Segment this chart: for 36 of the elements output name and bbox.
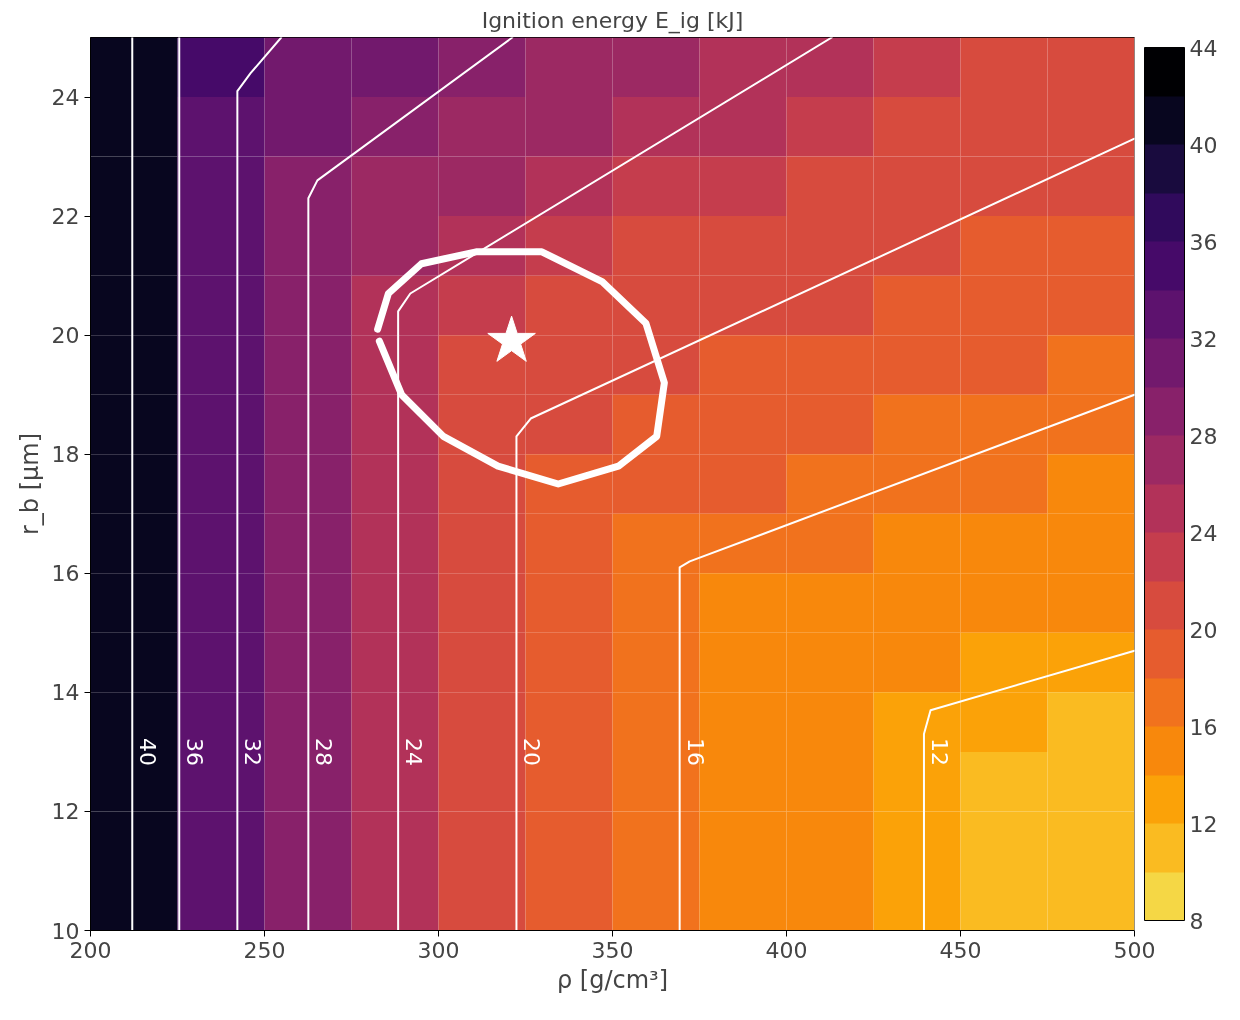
color-bar-label: 36 bbox=[1189, 229, 1218, 255]
color-bar-label: 8 bbox=[1189, 908, 1204, 934]
y-tick-label: 18 bbox=[51, 442, 80, 468]
text: 16 bbox=[682, 737, 708, 766]
text: 24 bbox=[401, 737, 427, 766]
color-bar-label: 12 bbox=[1189, 811, 1218, 837]
text: 28 bbox=[311, 737, 337, 766]
y-tick-label: 12 bbox=[51, 799, 80, 825]
text: 20 bbox=[519, 737, 545, 766]
line-series bbox=[236, 37, 283, 931]
x-tick-label: 350 bbox=[591, 937, 634, 963]
chart-title: Ignition energy E_ig [kJ] bbox=[481, 7, 744, 34]
color-bar-label: 20 bbox=[1189, 617, 1218, 643]
color-bar-label: 28 bbox=[1189, 423, 1218, 449]
text: 36 bbox=[182, 737, 208, 766]
y-tick-label: 16 bbox=[51, 561, 80, 587]
color-bar-label: 44 bbox=[1189, 35, 1218, 61]
y-tick-label: 20 bbox=[51, 323, 80, 349]
color-bar-label: 24 bbox=[1189, 520, 1218, 546]
x-tick-label: 400 bbox=[765, 937, 808, 963]
text: 32 bbox=[240, 737, 266, 766]
y-tick-label: 24 bbox=[51, 85, 80, 111]
line-series bbox=[307, 37, 514, 931]
x-tick-label: 250 bbox=[243, 937, 286, 963]
x-tick-label: 450 bbox=[939, 937, 982, 963]
text: 40 bbox=[135, 737, 161, 766]
text: 12 bbox=[926, 737, 952, 766]
color-bar-label: 40 bbox=[1189, 132, 1218, 158]
color-bar-label: 32 bbox=[1189, 326, 1218, 352]
color-bar-label: 16 bbox=[1189, 714, 1218, 740]
y-tick-label: 14 bbox=[51, 680, 80, 706]
x-tick-label: 300 bbox=[417, 937, 460, 963]
y-axis-title: r_b [μm] bbox=[15, 432, 44, 536]
x-tick-label: 500 bbox=[1113, 937, 1156, 963]
x-axis-title: ρ [g/cm³] bbox=[556, 965, 669, 994]
y-tick-label: 22 bbox=[51, 204, 80, 230]
